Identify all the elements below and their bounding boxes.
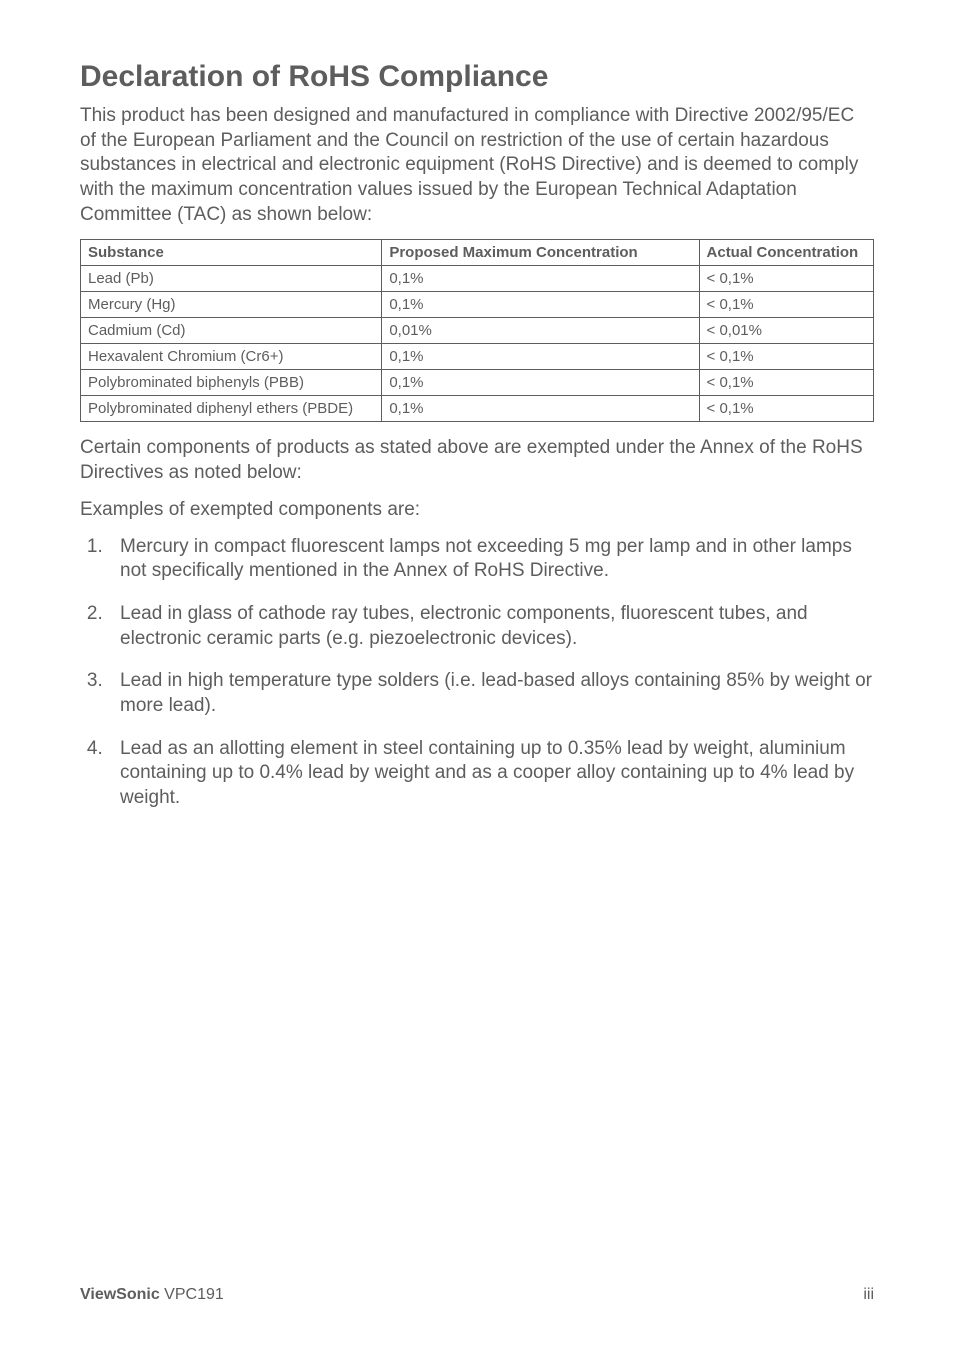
table-body: Lead (Pb)0,1%< 0,1%Mercury (Hg)0,1%< 0,1…: [81, 266, 874, 422]
table-cell: < 0,1%: [699, 292, 873, 318]
page-title: Declaration of RoHS Compliance: [80, 60, 874, 94]
table-cell: < 0,1%: [699, 370, 873, 396]
col-proposed: Proposed Maximum Concentration: [382, 240, 699, 266]
col-substance: Substance: [81, 240, 382, 266]
table-cell: 0,1%: [382, 370, 699, 396]
table-cell: Mercury (Hg): [81, 292, 382, 318]
list-item: Lead in glass of cathode ray tubes, elec…: [108, 602, 874, 651]
list-item: Mercury in compact fluorescent lamps not…: [108, 535, 874, 584]
intro-paragraph: This product has been designed and manuf…: [80, 104, 874, 227]
table-cell: < 0,1%: [699, 396, 873, 422]
list-item: Lead as an allotting element in steel co…: [108, 737, 874, 811]
col-actual: Actual Concentration: [699, 240, 873, 266]
table-cell: 0,1%: [382, 344, 699, 370]
table-row: Cadmium (Cd)0,01%< 0,01%: [81, 318, 874, 344]
table-cell: Lead (Pb): [81, 266, 382, 292]
table-cell: Hexavalent Chromium (Cr6+): [81, 344, 382, 370]
exempt-list: Mercury in compact fluorescent lamps not…: [80, 535, 874, 811]
table-cell: < 0,1%: [699, 266, 873, 292]
table-cell: < 0,01%: [699, 318, 873, 344]
list-item: Lead in high temperature type solders (i…: [108, 669, 874, 718]
table-row: Hexavalent Chromium (Cr6+)0,1%< 0,1%: [81, 344, 874, 370]
footer-left: ViewSonic VPC191: [80, 1286, 224, 1304]
page-container: Declaration of RoHS Compliance This prod…: [0, 0, 954, 1354]
table-row: Mercury (Hg)0,1%< 0,1%: [81, 292, 874, 318]
table-cell: 0,1%: [382, 292, 699, 318]
examples-paragraph: Examples of exempted components are:: [80, 498, 874, 523]
table-row: Polybrominated diphenyl ethers (PBDE)0,1…: [81, 396, 874, 422]
substance-table: Substance Proposed Maximum Concentration…: [80, 239, 874, 422]
page-footer: ViewSonic VPC191 iii: [80, 1286, 874, 1304]
table-row: Polybrominated biphenyls (PBB)0,1%< 0,1%: [81, 370, 874, 396]
table-row: Lead (Pb)0,1%< 0,1%: [81, 266, 874, 292]
table-cell: 0,1%: [382, 396, 699, 422]
table-cell: Cadmium (Cd): [81, 318, 382, 344]
footer-model: VPC191: [160, 1286, 224, 1303]
table-cell: < 0,1%: [699, 344, 873, 370]
table-header-row: Substance Proposed Maximum Concentration…: [81, 240, 874, 266]
table-cell: 0,01%: [382, 318, 699, 344]
footer-page-number: iii: [863, 1286, 874, 1304]
table-cell: Polybrominated biphenyls (PBB): [81, 370, 382, 396]
table-cell: Polybrominated diphenyl ethers (PBDE): [81, 396, 382, 422]
footer-brand: ViewSonic: [80, 1286, 160, 1303]
exempt-paragraph: Certain components of products as stated…: [80, 436, 874, 485]
table-cell: 0,1%: [382, 266, 699, 292]
